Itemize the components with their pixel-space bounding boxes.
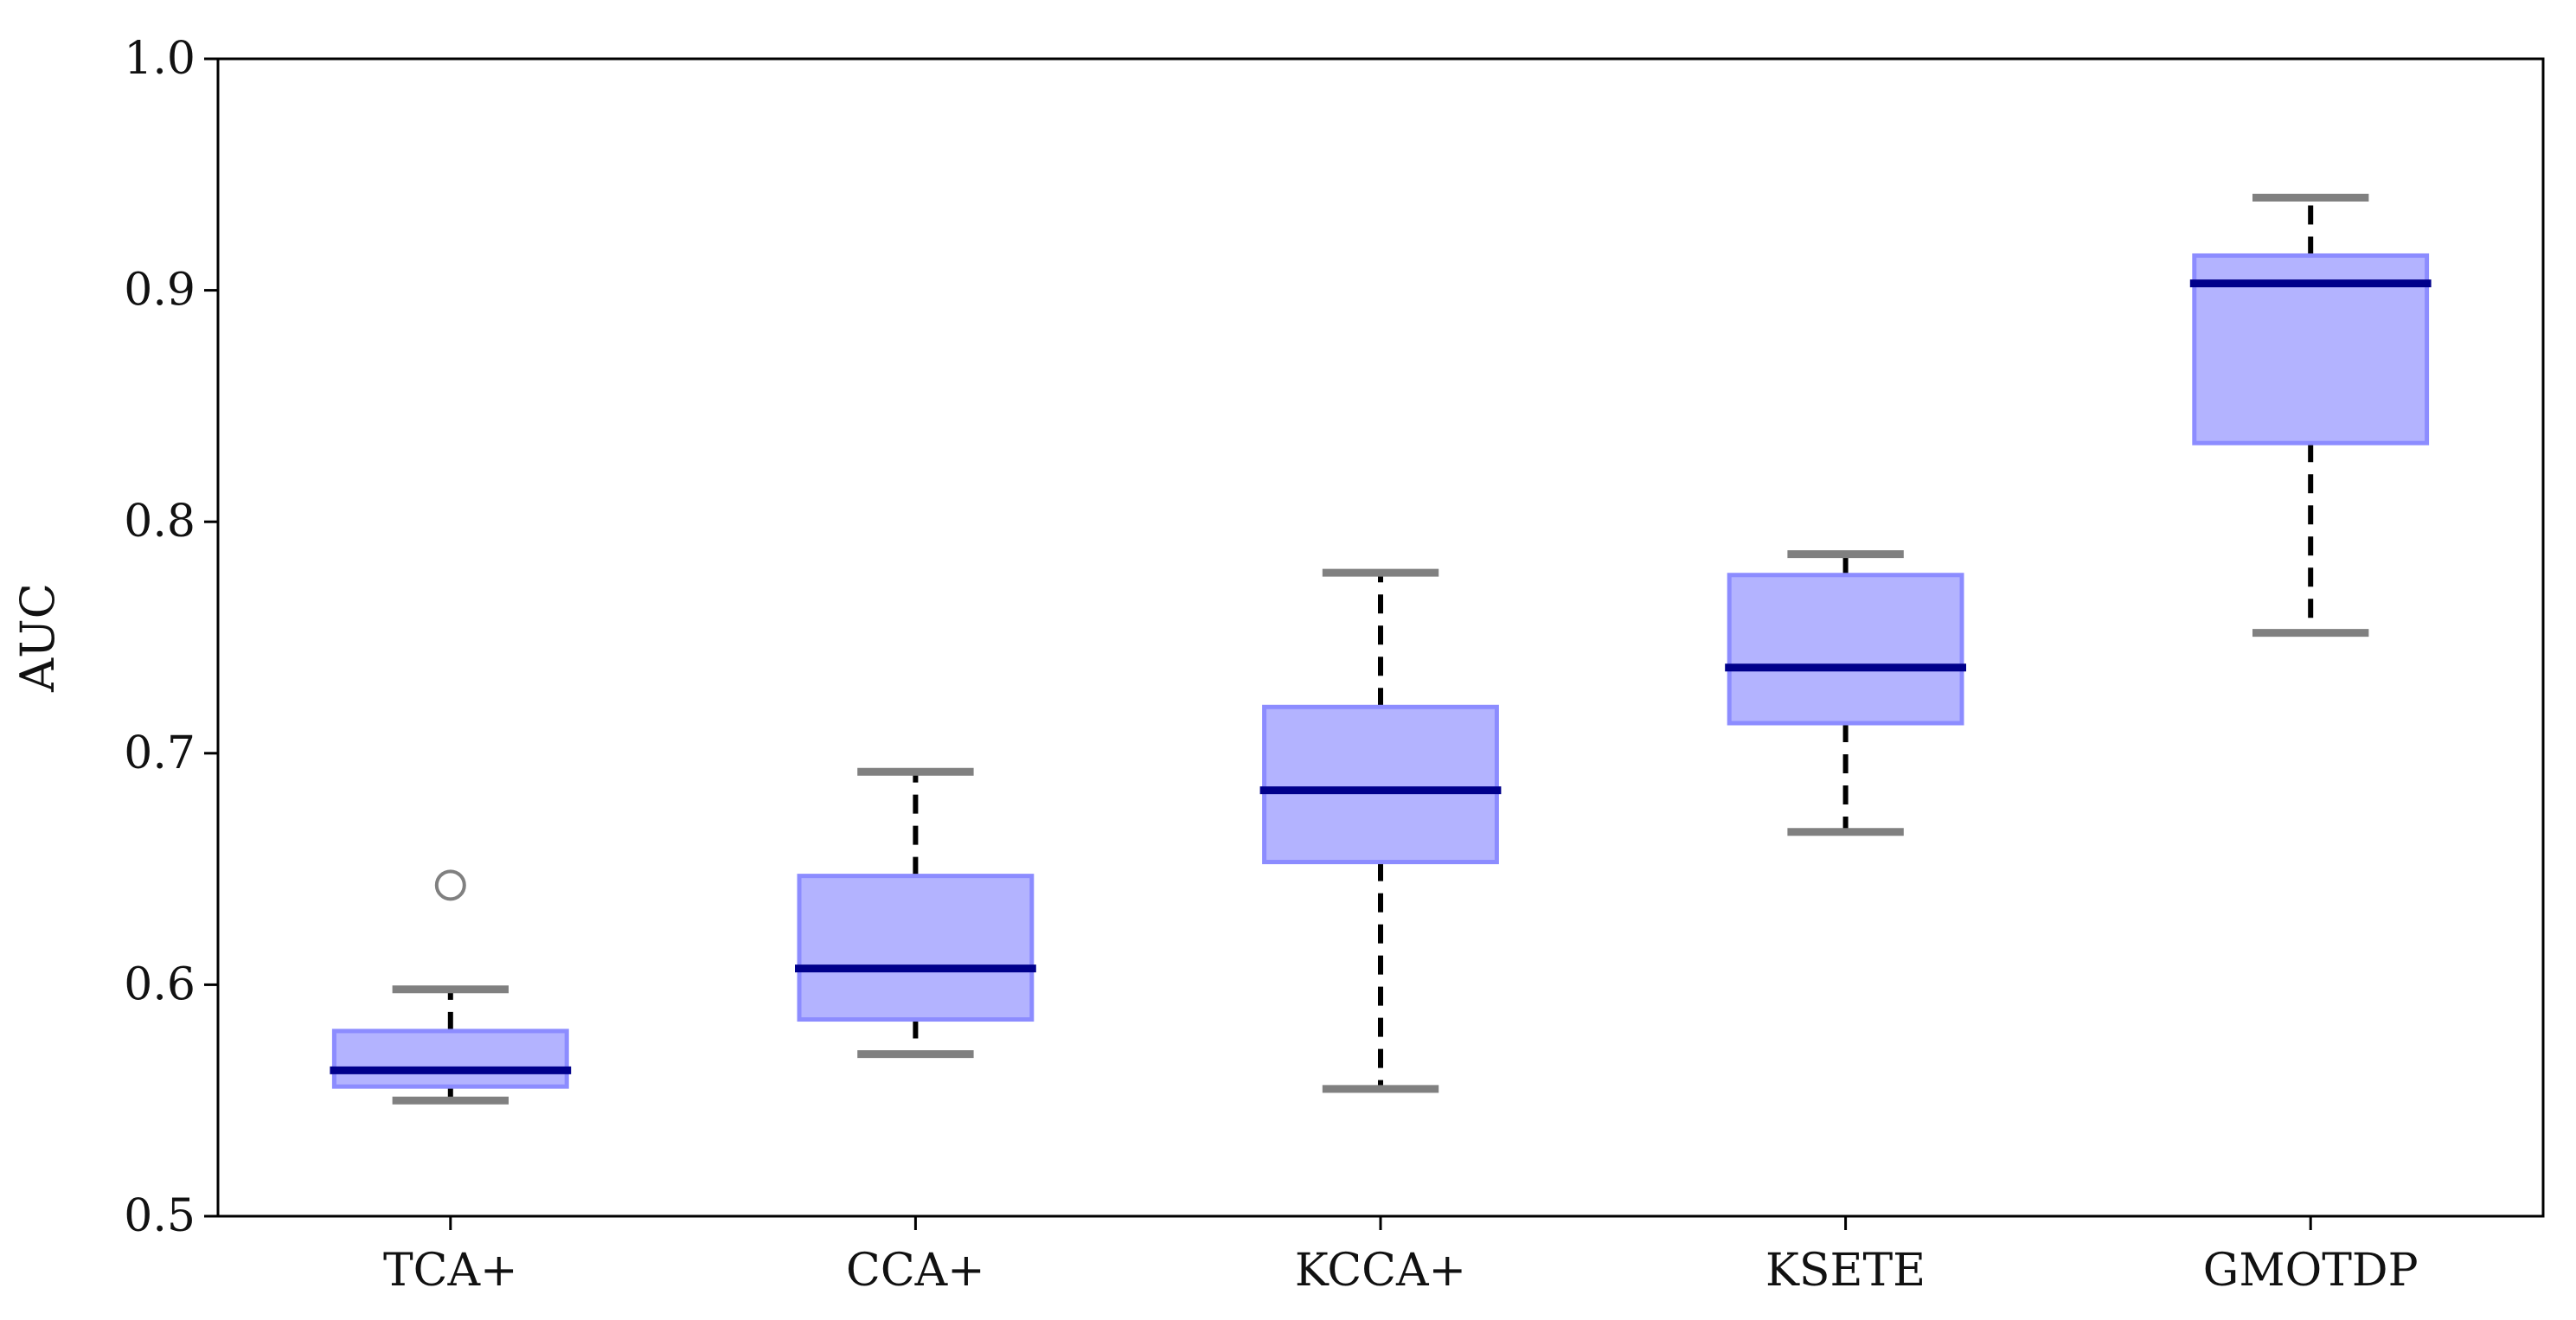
x-tick-label: KSETE (1765, 1245, 1926, 1297)
box-group (1725, 550, 1966, 836)
x-tick-label: KCCA+ (1295, 1245, 1466, 1297)
x-tick-label: GMOTDP (2203, 1245, 2419, 1297)
iqr-box (331, 1028, 569, 1089)
y-tick-label: 0.7 (124, 727, 195, 779)
plot-area (330, 194, 2432, 1105)
iqr-box (1727, 573, 1964, 726)
y-tick-label: 0.8 (124, 496, 195, 548)
box-group (330, 869, 572, 1105)
x-tick-label: CCA+ (846, 1245, 985, 1297)
y-tick-label: 0.9 (124, 265, 195, 317)
box-group (1259, 568, 1502, 1093)
outlier-point (434, 869, 466, 901)
iqr-box (797, 874, 1035, 1022)
iqr-box (1262, 704, 1499, 865)
y-axis-label: AUC (10, 583, 65, 693)
y-tick-label: 0.6 (124, 958, 195, 1010)
box-group (2189, 194, 2432, 638)
box-group (795, 767, 1036, 1059)
y-axis: 0.5 0.6 0.7 0.8 0.9 1.0 (124, 33, 218, 1242)
y-tick-label: 0.5 (124, 1190, 195, 1242)
x-axis: TCA+ CCA+ KCCA+ KSETE GMOTDP (383, 1216, 2419, 1297)
x-tick-label: TCA+ (383, 1245, 518, 1297)
y-tick-label: 1.0 (124, 33, 195, 85)
